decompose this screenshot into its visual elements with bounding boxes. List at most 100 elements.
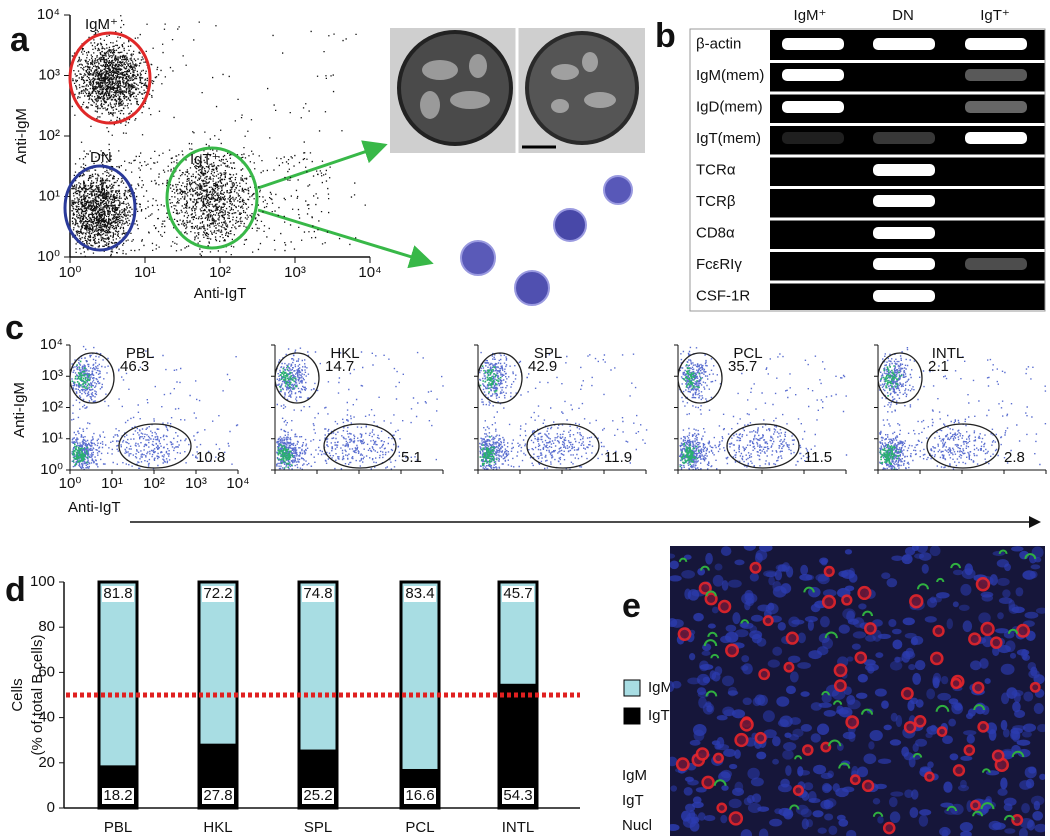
y-axis-label: Cells bbox=[9, 678, 26, 711]
nucleus bbox=[952, 569, 963, 576]
plot-title: HKL bbox=[330, 345, 359, 362]
nucleus bbox=[886, 578, 898, 588]
igt-cell bbox=[973, 704, 986, 711]
nucleus bbox=[960, 583, 972, 596]
nucleus bbox=[941, 829, 949, 836]
gate-percent: 42.9 bbox=[528, 358, 557, 375]
x-tick-label: HKL bbox=[203, 819, 232, 836]
igt-cell bbox=[862, 610, 874, 617]
nucleus bbox=[877, 633, 891, 640]
nucleus bbox=[911, 546, 919, 552]
nucleus bbox=[824, 813, 834, 821]
nucleus bbox=[810, 733, 821, 743]
pointer-arrows bbox=[257, 140, 434, 269]
igm-cell bbox=[823, 565, 835, 577]
cell-dots bbox=[679, 364, 702, 468]
nucleus bbox=[699, 664, 714, 671]
smear-image bbox=[460, 175, 633, 306]
igt-cell bbox=[710, 653, 720, 659]
value-label: 16.6 bbox=[405, 787, 434, 804]
nucleus bbox=[838, 818, 849, 827]
panel-label: a bbox=[10, 21, 30, 59]
row-label: β-actin bbox=[696, 35, 741, 52]
igt-cell bbox=[705, 590, 717, 597]
nucleus bbox=[902, 650, 916, 660]
nucleus bbox=[774, 569, 783, 581]
value-label: 81.8 bbox=[103, 585, 132, 602]
nucleus bbox=[1034, 823, 1045, 833]
nucleus bbox=[915, 738, 928, 747]
nucleus bbox=[800, 724, 812, 732]
nucleus bbox=[877, 815, 884, 824]
label-box bbox=[302, 788, 334, 804]
nucleus bbox=[1003, 630, 1015, 639]
nucleus bbox=[908, 664, 916, 671]
nucleus bbox=[671, 680, 682, 689]
nucleus bbox=[1015, 587, 1024, 597]
nucleus bbox=[797, 632, 806, 644]
nucleus bbox=[734, 559, 745, 566]
nucleus bbox=[731, 709, 746, 719]
nucleus bbox=[785, 765, 792, 776]
nucleus bbox=[957, 784, 970, 792]
nucleus bbox=[800, 808, 812, 818]
nucleus bbox=[670, 575, 682, 582]
nucleus bbox=[701, 650, 711, 656]
nucleus bbox=[889, 739, 902, 746]
nucleus bbox=[734, 629, 749, 638]
nucleus bbox=[1005, 640, 1016, 653]
nucleus bbox=[692, 801, 704, 809]
igm-cell bbox=[864, 622, 877, 635]
nucleus bbox=[823, 799, 831, 809]
nucleus bbox=[670, 553, 676, 559]
x-tick-label: 10⁰ bbox=[59, 475, 82, 492]
nucleus bbox=[825, 798, 837, 808]
nucleus bbox=[919, 809, 932, 816]
nucleus bbox=[817, 827, 827, 834]
nucleus bbox=[960, 755, 973, 761]
nucleus bbox=[914, 660, 926, 671]
nucleus bbox=[904, 632, 917, 639]
legend-label: Nucl bbox=[622, 817, 652, 834]
nucleus bbox=[768, 576, 775, 586]
nucleus bbox=[984, 678, 991, 685]
nucleus bbox=[844, 585, 855, 592]
igm-cell bbox=[913, 715, 927, 728]
value-label: 45.7 bbox=[503, 585, 532, 602]
nucleus bbox=[750, 614, 763, 622]
nucleus bbox=[1027, 662, 1037, 671]
nucleus bbox=[1016, 739, 1031, 746]
nucleus bbox=[728, 798, 742, 809]
x-tick-label: 10² bbox=[143, 475, 165, 492]
nucleus bbox=[769, 818, 783, 827]
gate-percent: 11.5 bbox=[804, 449, 832, 466]
nucleus bbox=[797, 766, 804, 777]
nucleus bbox=[763, 570, 777, 578]
nucleus bbox=[1033, 703, 1044, 714]
nucleus bbox=[689, 739, 701, 746]
igt-cell bbox=[936, 577, 945, 583]
gate bbox=[68, 31, 152, 125]
nucleus bbox=[929, 546, 941, 557]
nucleus bbox=[959, 822, 973, 832]
y-tick-label: 80 bbox=[38, 618, 55, 635]
nucleus bbox=[911, 789, 919, 800]
igm-cell bbox=[977, 721, 990, 733]
nucleus bbox=[851, 643, 861, 650]
igm-cell bbox=[762, 615, 774, 627]
nucleus bbox=[904, 789, 914, 798]
nucleus bbox=[1033, 800, 1041, 811]
nucleus bbox=[797, 662, 811, 669]
gate-percent: 35.7 bbox=[728, 358, 757, 375]
igm-cell bbox=[991, 749, 1005, 763]
nucleus bbox=[1028, 766, 1037, 774]
igm-cell bbox=[695, 747, 710, 761]
x-axis-label: Anti-IgT bbox=[194, 285, 247, 302]
nucleus bbox=[818, 702, 832, 708]
nucleus bbox=[1022, 723, 1037, 732]
nucleus bbox=[937, 692, 951, 701]
nucleus bbox=[803, 782, 814, 791]
x-tick-label: PBL bbox=[104, 819, 132, 836]
nucleus bbox=[942, 735, 953, 744]
